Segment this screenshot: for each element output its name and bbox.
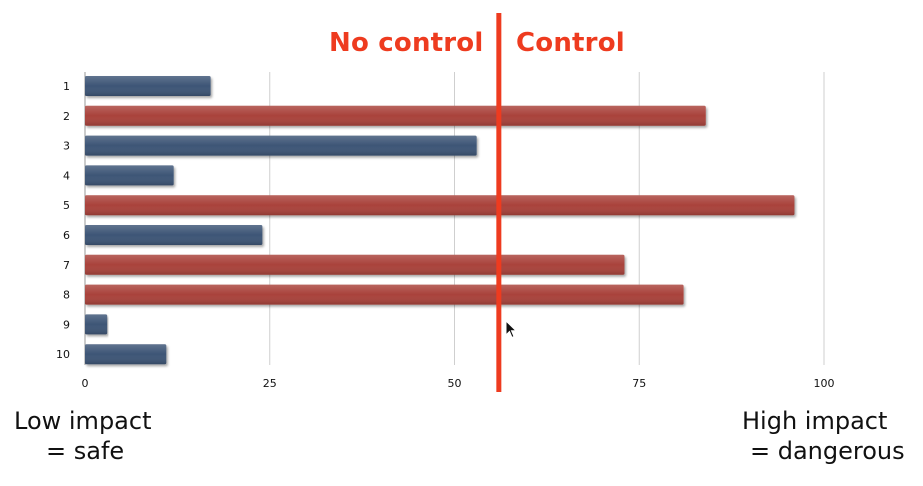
bar-shade xyxy=(85,76,211,96)
y-tick-label: 10 xyxy=(56,348,70,361)
x-tick-label: 100 xyxy=(814,377,835,390)
bar-shade xyxy=(85,314,108,335)
y-tick-label: 9 xyxy=(63,318,70,331)
mouse-pointer-icon xyxy=(505,320,518,339)
low-impact-note: Low impact = safe xyxy=(14,406,184,466)
x-tick-label: 25 xyxy=(263,377,277,390)
y-tick-label: 1 xyxy=(63,80,70,93)
x-tick-label: 75 xyxy=(632,377,646,390)
y-tick-label: 6 xyxy=(63,229,70,242)
y-tick-labels: 1 2 3 4 5 6 7 8 9 10 xyxy=(56,80,70,361)
y-tick-label: 3 xyxy=(63,140,70,153)
x-tick-labels: 0 25 50 75 100 xyxy=(82,377,835,390)
bar xyxy=(85,344,167,365)
bars xyxy=(85,76,795,365)
bar xyxy=(85,254,625,275)
y-tick-label: 8 xyxy=(63,289,70,302)
x-tick-label: 50 xyxy=(448,377,462,390)
bar xyxy=(85,284,684,305)
bar xyxy=(85,76,211,96)
bar xyxy=(85,314,108,335)
y-tick-label: 4 xyxy=(63,169,70,182)
high-impact-line2: = dangerous xyxy=(750,437,905,465)
y-tick-label: 7 xyxy=(63,259,70,272)
bar-shade xyxy=(85,284,684,305)
bar xyxy=(85,165,174,186)
bar xyxy=(85,195,795,216)
control-label: Control xyxy=(516,28,625,58)
bar-shade xyxy=(85,344,167,365)
bar-shade xyxy=(85,225,263,245)
bar xyxy=(85,225,263,245)
high-impact-note: High impact = dangerous xyxy=(742,406,922,466)
bar-shade xyxy=(85,165,174,186)
low-impact-line2: = safe xyxy=(46,437,125,465)
bar-shade xyxy=(85,195,795,216)
high-impact-line1: High impact xyxy=(742,407,888,435)
bar-shade xyxy=(85,254,625,275)
low-impact-line1: Low impact xyxy=(14,407,152,435)
no-control-label: No control xyxy=(329,28,484,58)
y-tick-label: 2 xyxy=(63,110,70,123)
bar xyxy=(85,105,706,126)
x-tick-label: 0 xyxy=(82,377,89,390)
bar-shade xyxy=(85,105,706,126)
y-tick-label: 5 xyxy=(63,199,70,212)
bar-shade xyxy=(85,135,477,156)
bar xyxy=(85,135,477,156)
